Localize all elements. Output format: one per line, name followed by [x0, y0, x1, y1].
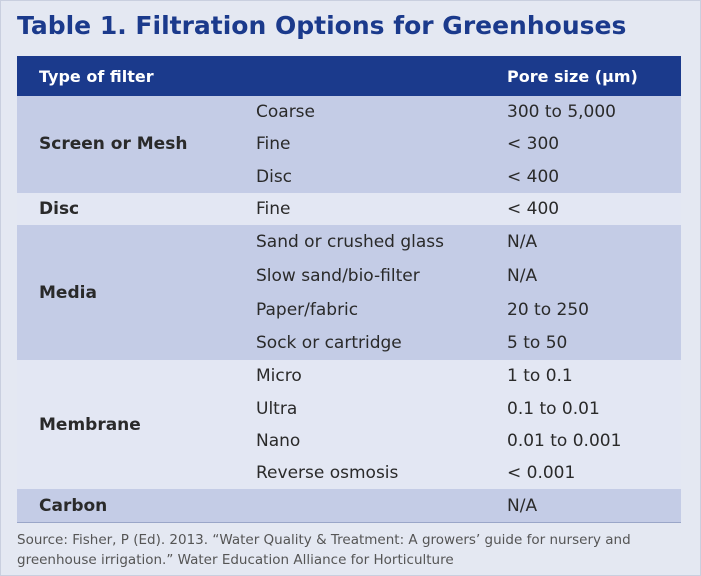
pore-size: 300 to 5,000: [507, 102, 616, 123]
pore-size: < 400: [507, 199, 560, 220]
filter-type: Nano: [256, 430, 301, 451]
filter-type: Disc: [256, 166, 293, 187]
pore-size: < 0.001: [507, 463, 576, 484]
group-name: Screen or Mesh: [39, 134, 188, 155]
group-name: Carbon: [39, 495, 108, 516]
filter-type: Fine: [256, 199, 291, 220]
filter-type: Sock or cartridge: [256, 333, 402, 354]
pore-size: 20 to 250: [507, 299, 589, 320]
filter-type: Coarse: [256, 102, 315, 123]
group-name: Membrane: [39, 414, 141, 435]
filter-type: Fine: [256, 134, 291, 155]
pore-size: < 400: [507, 166, 560, 187]
pore-size: 5 to 50: [507, 333, 568, 354]
filter-type: Ultra: [256, 398, 298, 419]
filter-type: Slow sand/bio-filter: [256, 265, 420, 286]
pore-size: 0.01 to 0.001: [507, 430, 622, 451]
group-band: [17, 489, 681, 522]
title: Table 1. Filtration Options for Greenhou…: [17, 11, 627, 40]
group-band: [17, 192, 681, 226]
group-name: Disc: [39, 199, 80, 220]
filter-type: Paper/fabric: [256, 299, 359, 320]
header-cell: Pore size (µm): [507, 67, 638, 86]
pore-size: 0.1 to 0.01: [507, 398, 600, 419]
group-name: Media: [39, 282, 97, 303]
header-cell: Type of filter: [39, 67, 154, 86]
pore-size: < 300: [507, 134, 560, 155]
group-band: [17, 96, 681, 193]
pore-size: N/A: [507, 495, 538, 516]
pore-size: N/A: [507, 232, 538, 253]
pore-size: N/A: [507, 265, 538, 286]
group-band: [17, 360, 681, 490]
table-header: Type of filter Pore size (µm): [17, 56, 681, 96]
source-line: greenhouse irrigation.” Water Education …: [17, 551, 454, 568]
pore-size: 1 to 0.1: [507, 366, 573, 387]
group-band: [17, 225, 681, 361]
filter-type: Reverse osmosis: [256, 463, 399, 484]
filter-type: Sand or crushed glass: [256, 232, 445, 253]
table-bottom: [17, 521, 681, 523]
source-line: Source: Fisher, P (Ed). 2013. “Water Qua…: [17, 531, 631, 548]
filter-type: Micro: [256, 366, 302, 387]
